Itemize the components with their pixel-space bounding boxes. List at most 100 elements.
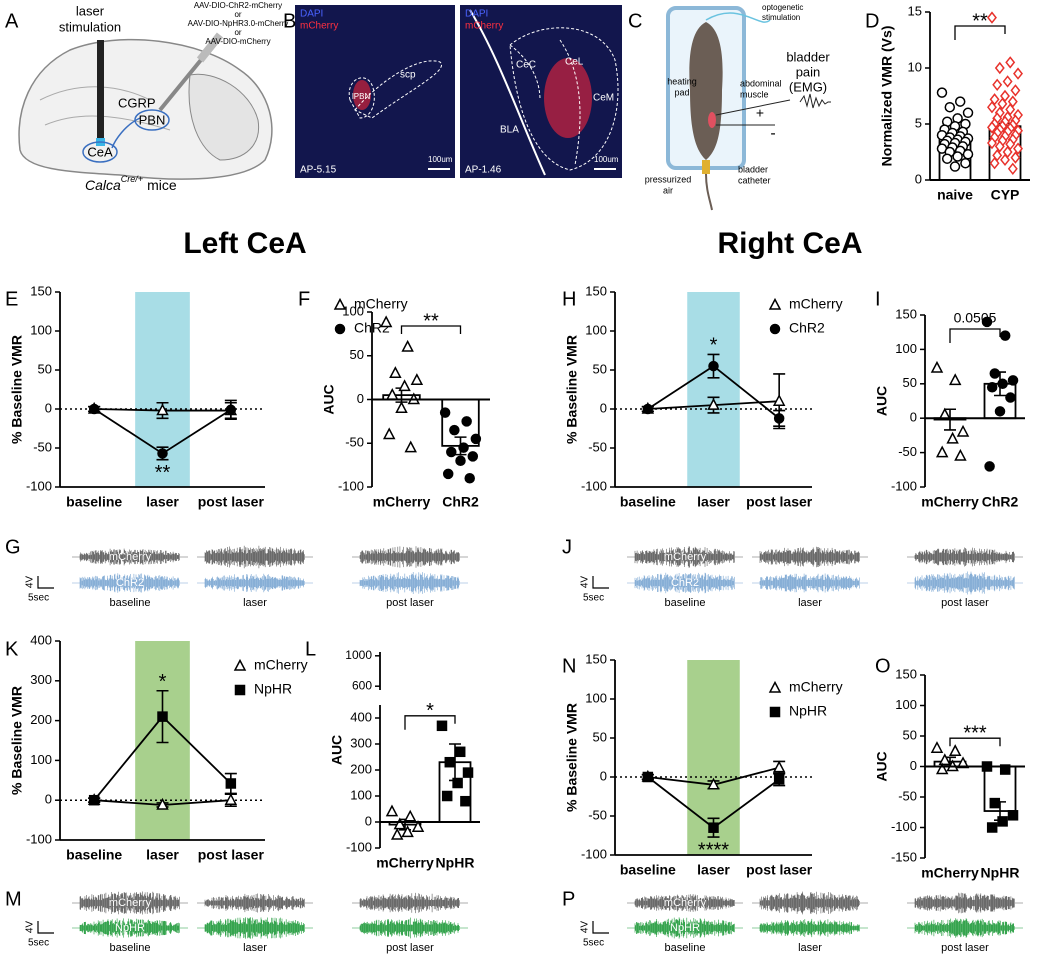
legend-marker xyxy=(769,706,781,718)
diagram-label: + xyxy=(756,105,764,121)
x-tick-label: mCherry xyxy=(921,494,979,510)
y-axis-label: AUC xyxy=(329,735,345,765)
diagram-label: bladder xyxy=(786,49,830,64)
marker xyxy=(954,448,967,461)
emg-trace xyxy=(752,918,868,938)
marker xyxy=(441,790,453,802)
legend-marker xyxy=(768,680,782,693)
panel-a-diagram xyxy=(18,32,273,180)
marker xyxy=(458,442,469,453)
scale-bar xyxy=(592,576,609,589)
scale-label: 5sec xyxy=(583,593,604,604)
region-label: CeC xyxy=(516,60,536,71)
emg-trace xyxy=(752,573,868,593)
marker xyxy=(224,793,238,805)
y-tick-label: 50 xyxy=(593,729,607,744)
diagram-label: air xyxy=(663,185,673,195)
marker xyxy=(997,378,1008,390)
marker xyxy=(930,360,944,373)
y-axis-label: % Baseline VMR xyxy=(9,335,25,444)
emg-trace xyxy=(72,548,188,566)
y-tick-label: -50 xyxy=(33,439,52,454)
marker xyxy=(401,339,414,352)
marker xyxy=(708,822,719,833)
emg-trace xyxy=(197,573,313,593)
significance-bracket xyxy=(949,328,1001,343)
x-tick-label: NpHR xyxy=(436,855,475,871)
scale-label: 4V xyxy=(580,576,591,589)
x-tick-label: naive xyxy=(937,187,973,203)
marker xyxy=(941,153,953,164)
significance: * xyxy=(426,700,434,722)
y-tick-label: 50 xyxy=(903,375,917,390)
x-tick-label: ChR2 xyxy=(442,494,479,510)
legend-label: mCherry xyxy=(789,296,843,312)
emg-icon xyxy=(799,93,831,109)
marker xyxy=(401,825,414,838)
y-tick-label: 50 xyxy=(593,361,607,376)
marker xyxy=(389,366,402,378)
emg-trace xyxy=(907,547,1023,567)
marker xyxy=(642,403,654,415)
scale-label: 4V xyxy=(25,921,36,934)
panel-letter: L xyxy=(305,638,316,660)
marker xyxy=(1007,375,1019,386)
projection-arrow xyxy=(111,117,141,149)
marker xyxy=(157,711,168,722)
significance: ** xyxy=(423,310,439,332)
trace-label: mCherry xyxy=(109,897,152,909)
y-tick-label: 100 xyxy=(350,787,372,802)
region-label: CeL xyxy=(565,57,584,68)
y-tick-label: -50 xyxy=(588,807,607,822)
panel-letter: N xyxy=(562,655,576,677)
marker xyxy=(403,809,417,822)
y-tick-label: 300 xyxy=(350,735,372,750)
y-tick-label: -100 xyxy=(26,478,52,493)
y-tick-label: 5 xyxy=(915,115,922,130)
marker xyxy=(935,762,949,775)
marker xyxy=(946,431,959,444)
trace-label: NpHR xyxy=(115,922,145,934)
scale-bar xyxy=(594,168,616,170)
panel-letter: C xyxy=(628,10,642,32)
mcherry-signal xyxy=(544,58,592,138)
marker xyxy=(992,78,1003,92)
y-tick-label: -150 xyxy=(891,849,917,864)
x-tick-label: baseline xyxy=(620,494,676,510)
y-tick-label: 400 xyxy=(30,632,52,647)
tail xyxy=(705,173,713,211)
marker xyxy=(379,315,393,328)
marker xyxy=(449,424,460,436)
marker xyxy=(707,397,720,410)
condition-label: post laser xyxy=(941,942,989,954)
marker xyxy=(88,794,100,806)
emg-trace xyxy=(72,918,188,938)
emg-trace xyxy=(627,894,743,912)
marker xyxy=(157,448,168,459)
marker xyxy=(999,330,1011,341)
y-tick-label: 0 xyxy=(910,410,917,425)
emg-trace xyxy=(627,917,743,939)
legend-label: ChR2 xyxy=(789,320,825,336)
y-tick-label: 0 xyxy=(915,171,922,186)
panel-letter: B xyxy=(283,10,296,32)
bladder xyxy=(708,112,716,128)
significance-bracket xyxy=(400,325,462,334)
scale-label: 5sec xyxy=(583,938,604,949)
marker xyxy=(994,406,1006,417)
syringe xyxy=(158,53,207,112)
y-tick-label: 150 xyxy=(30,283,52,298)
y-axis-label: % Baseline VMR xyxy=(564,335,580,444)
marker xyxy=(772,760,786,773)
diagram-label: catheter xyxy=(738,175,771,185)
panel-c-diagram xyxy=(666,6,831,211)
y-tick-label: -50 xyxy=(898,444,917,459)
diagram-label: bladder xyxy=(738,164,768,174)
scale-bar xyxy=(592,921,609,934)
region-outline xyxy=(509,27,619,171)
condition-label: post laser xyxy=(386,597,434,609)
virus-label: or xyxy=(234,28,241,37)
marker xyxy=(442,468,454,480)
marker xyxy=(446,446,457,458)
condition-label: baseline xyxy=(110,597,151,609)
